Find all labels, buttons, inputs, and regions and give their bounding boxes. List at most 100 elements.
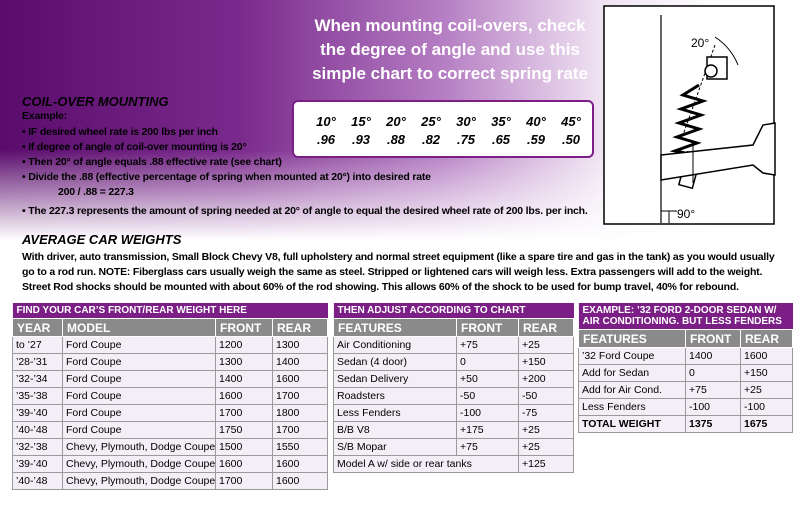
cell: ’28-’31 bbox=[12, 353, 63, 371]
cell: 1500 bbox=[215, 438, 273, 456]
cell: Ford Coupe bbox=[62, 421, 216, 439]
cell: ’32 Ford Coupe bbox=[578, 347, 686, 365]
cell: -100 bbox=[685, 398, 741, 416]
right-angle-label: 90° bbox=[677, 207, 695, 221]
heading: COIL-OVER MOUNTING bbox=[22, 94, 169, 109]
bullet: • Divide the .88 (effective percentage o… bbox=[22, 171, 431, 183]
cell: +75 bbox=[685, 381, 741, 399]
cell: ’40-’48 bbox=[12, 472, 63, 490]
example-label: Example: bbox=[22, 110, 68, 122]
cell: +175 bbox=[456, 421, 519, 439]
row: B/B V8 +175 +25 bbox=[333, 421, 575, 439]
degree: 10° bbox=[316, 114, 336, 129]
rate: .75 bbox=[456, 132, 476, 147]
row: ’40-’48 Ford Coupe 1750 1700 bbox=[12, 421, 329, 439]
rate: .88 bbox=[386, 132, 406, 147]
cell: 1375 bbox=[685, 415, 741, 433]
cell: 1700 bbox=[215, 472, 273, 490]
row: ’35-’38 Ford Coupe 1600 1700 bbox=[12, 387, 329, 405]
cell: 1200 bbox=[215, 336, 273, 354]
cell: 1600 bbox=[271, 370, 329, 388]
row: ’40-’48 Chevy, Plymouth, Dodge Coupe 1700 1… bbox=[12, 472, 329, 490]
cell: Ford Coupe bbox=[62, 353, 216, 371]
row: Less Fenders -100 -100 bbox=[578, 398, 793, 416]
cell: 1600 bbox=[215, 455, 273, 473]
degree: 35° bbox=[491, 114, 511, 129]
cell: to ’27 bbox=[12, 336, 63, 354]
cell: ’32-’38 bbox=[12, 438, 63, 456]
cell: Less Fenders bbox=[578, 398, 686, 416]
cell: 1600 bbox=[271, 455, 329, 473]
cell: +125 bbox=[517, 455, 575, 473]
rate: .65 bbox=[491, 132, 511, 147]
degree: 30° bbox=[456, 114, 476, 129]
cell: 1550 bbox=[271, 438, 329, 456]
column-header: FEATURES bbox=[578, 329, 686, 348]
rate: .93 bbox=[351, 132, 371, 147]
row: Less Fenders -100 -75 bbox=[333, 404, 575, 422]
degree: 45° bbox=[561, 114, 581, 129]
cell: Ford Coupe bbox=[62, 370, 216, 388]
cell: 1700 bbox=[271, 421, 329, 439]
cell: 1700 bbox=[215, 404, 273, 422]
cell: Sedan Delivery bbox=[333, 370, 457, 388]
row: Sedan Delivery +50 +200 bbox=[333, 370, 575, 388]
row: Model A w/ side or rear tanks +125 bbox=[333, 455, 575, 473]
title: When mounting coil-overs, check the degre… bbox=[300, 14, 600, 86]
row: ’32-’34 Ford Coupe 1400 1600 bbox=[12, 370, 329, 388]
title-line: When mounting coil-overs, check bbox=[314, 16, 586, 35]
column-header: FRONT bbox=[456, 318, 519, 337]
bullet: • The 227.3 represents the amount of spr… bbox=[22, 205, 588, 217]
cell: 0 bbox=[456, 353, 519, 371]
row: ’32 Ford Coupe 1400 1600 bbox=[578, 347, 793, 365]
rate: .59 bbox=[526, 132, 546, 147]
cell: 1600 bbox=[215, 387, 273, 405]
cell: 1300 bbox=[271, 336, 329, 354]
table: EXAMPLE: ’32 FORD 2-DOOR SEDAN W/ AIR CO… bbox=[578, 303, 793, 433]
cell: Sedan (4 door) bbox=[333, 353, 457, 371]
degree: 15° bbox=[351, 114, 371, 129]
cell: -50 bbox=[456, 387, 519, 405]
cell: 1750 bbox=[215, 421, 273, 439]
column-header: REAR bbox=[517, 318, 575, 337]
cell: Ford Coupe bbox=[62, 336, 216, 354]
column-header: YEAR bbox=[12, 318, 63, 337]
row: Roadsters -50 -50 bbox=[333, 387, 575, 405]
title-row: THEN ADJUST ACCORDING TO CHART bbox=[333, 303, 574, 319]
row: Add for Sedan 0 +150 bbox=[578, 364, 793, 382]
cell: TOTAL WEIGHT bbox=[578, 415, 686, 433]
column-header: FEATURES bbox=[333, 318, 457, 337]
row: ’32-’38 Chevy, Plymouth, Dodge Coupe 1500 1… bbox=[12, 438, 329, 456]
cell: Less Fenders bbox=[333, 404, 457, 422]
cell: Chevy, Plymouth, Dodge Coupe bbox=[62, 455, 216, 473]
cell: 1400 bbox=[271, 353, 329, 371]
header-row: FEATURES FRONT REAR bbox=[333, 318, 575, 337]
column-header: FRONT bbox=[685, 329, 741, 348]
column-header: MODEL bbox=[62, 318, 216, 337]
cell: Roadsters bbox=[333, 387, 457, 405]
cell: 1600 bbox=[271, 472, 329, 490]
cell: 0 bbox=[685, 364, 741, 382]
rate: .50 bbox=[561, 132, 581, 147]
table-title: FIND YOUR CAR’S FRONT/REAR WEIGHT HERE bbox=[12, 303, 328, 319]
row: ’39-’40 Chevy, Plymouth, Dodge Coupe 1600 1… bbox=[12, 455, 329, 473]
cell: S/B Mopar bbox=[333, 438, 457, 456]
cell: +25 bbox=[740, 381, 793, 399]
row: ’39-’40 Ford Coupe 1700 1800 bbox=[12, 404, 329, 422]
cell: +25 bbox=[517, 438, 575, 456]
cell: +150 bbox=[517, 353, 575, 371]
cell: Add for Sedan bbox=[578, 364, 686, 382]
row: S/B Mopar +75 +25 bbox=[333, 438, 575, 456]
cell: 1300 bbox=[215, 353, 273, 371]
cell: Chevy, Plymouth, Dodge Coupe bbox=[62, 472, 216, 490]
cell: Ford Coupe bbox=[62, 387, 216, 405]
cell: 1400 bbox=[685, 347, 741, 365]
row: TOTAL WEIGHT 1375 1675 bbox=[578, 415, 793, 433]
cell: Chevy, Plymouth, Dodge Coupe bbox=[62, 438, 216, 456]
cell: 1600 bbox=[740, 347, 793, 365]
header-row: FEATURES FRONT REAR bbox=[578, 329, 793, 348]
paragraphs: With driver, auto transmission, Small Bl… bbox=[22, 250, 782, 295]
cell: +200 bbox=[517, 370, 575, 388]
paragraph: Street Rod shocks should be mounted with… bbox=[22, 281, 739, 293]
